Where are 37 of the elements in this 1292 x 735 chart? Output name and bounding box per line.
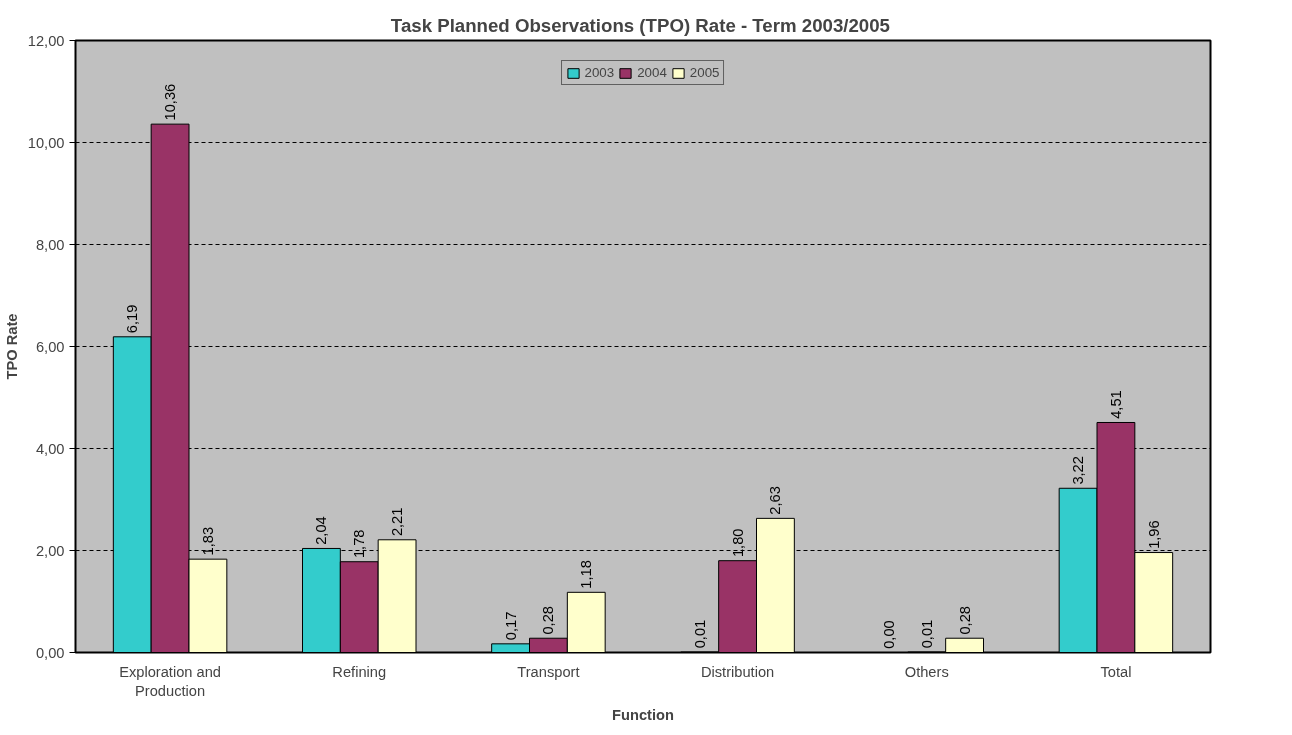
chart-title: Task Planned Observations (TPO) Rate - Term 2003/2005 <box>390 14 890 36</box>
y-tick-label: 6,00 <box>35 338 65 355</box>
x-tick-label: Total <box>1100 663 1132 680</box>
y-tick-label: 12,00 <box>27 32 65 49</box>
data-label: 6,19 <box>124 304 141 334</box>
data-label: 1,83 <box>199 526 216 556</box>
data-label: 2,63 <box>767 486 784 515</box>
x-axis-title: Function <box>612 706 674 723</box>
data-label: 0,17 <box>502 611 519 641</box>
x-tick-label: Exploration and Production <box>119 663 222 699</box>
data-label: 3,22 <box>1070 456 1087 485</box>
x-tick-label: Refining <box>332 663 387 680</box>
data-label: 2,04 <box>313 516 330 545</box>
data-label: 0,01 <box>918 619 935 649</box>
legend-label: 2003 <box>584 65 615 80</box>
data-label: 1,80 <box>729 528 746 558</box>
data-label: 0,28 <box>540 606 557 635</box>
x-tick-label: Others <box>904 663 949 680</box>
y-axis-title: TPO Rate <box>3 313 20 380</box>
data-label: 2,21 <box>389 507 406 537</box>
data-label: 1,78 <box>351 529 368 559</box>
y-tick-label: 2,00 <box>35 542 65 559</box>
data-label: 10,36 <box>162 83 179 121</box>
x-tick-label: Transport <box>517 663 580 680</box>
x-tick-label: Distribution <box>700 663 775 680</box>
data-label: 0,00 <box>880 620 897 649</box>
data-label: 0,28 <box>956 606 973 635</box>
y-tick-label: 0,00 <box>35 644 65 661</box>
data-label: 1,18 <box>578 560 595 589</box>
data-label: 4,51 <box>1107 390 1124 419</box>
legend-label: 2005 <box>689 65 720 80</box>
data-label: 0,01 <box>691 619 708 649</box>
y-tick-label: 8,00 <box>35 236 65 253</box>
legend-label: 2004 <box>637 65 667 80</box>
data-label: 1,96 <box>1145 520 1162 549</box>
y-tick-label: 10,00 <box>27 134 65 151</box>
y-tick-label: 4,00 <box>35 440 65 457</box>
